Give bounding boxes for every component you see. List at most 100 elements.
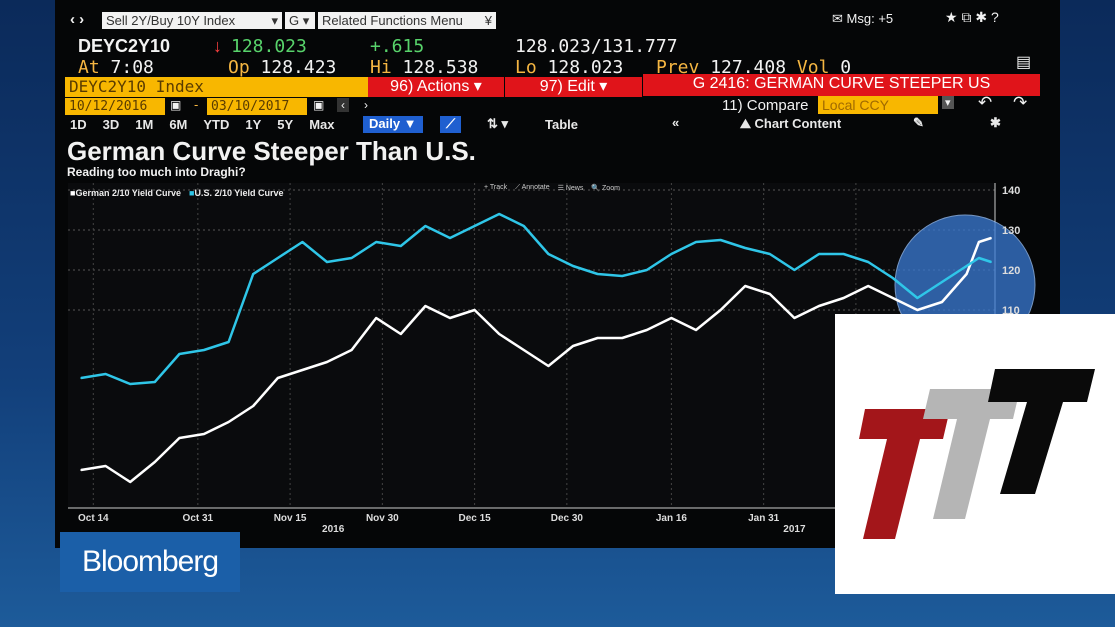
us-data-point [129,383,131,385]
table-button[interactable]: Table [545,117,578,132]
frequency-dropdown[interactable]: Daily ▼ [363,116,423,133]
window-icon[interactable]: ⧉ [961,9,972,25]
x-tick-label: Nov 15 [274,513,307,524]
help-icon[interactable]: ? [990,9,999,25]
next-range-button[interactable]: › [364,98,368,112]
german-data-point [596,337,599,339]
dropdown-icon: ▾ [271,13,278,28]
chart-name: G 2416: GERMAN CURVE STEEPER US [643,74,1040,96]
us-data-point [978,257,980,259]
chart-type-icon[interactable]: ⇅ ▾ [487,116,509,131]
period-tab-5y[interactable]: 5Y [277,117,294,132]
chart-content-button[interactable]: ⛰ Chart Content [740,116,841,132]
legend: ■German 2/10 Yield Curve ■U.S. 2/10 Yiel… [70,188,283,198]
german-data-point [400,333,402,335]
chart-subtitle: Reading too much into Draghi? [67,165,246,179]
period-tab-1y[interactable]: 1Y [245,117,262,132]
at-label: At [78,57,100,78]
legend-item-us[interactable]: ■U.S. 2/10 Yield Curve [189,188,283,198]
german-data-point [350,349,353,351]
us-data-point [252,273,254,275]
german-data-point [572,345,574,347]
us-data-point [498,213,501,215]
zoom-tool[interactable]: 🔍 Zoom [591,185,620,192]
german-data-point [719,309,722,311]
export-icon[interactable]: ▤ [1016,54,1032,71]
calendar-icon[interactable]: ▣ [313,98,325,112]
line-chart-icon[interactable]: ⟋ [440,116,462,133]
news-tool[interactable]: ☰ News [557,185,584,192]
messages-button[interactable]: ✉ Msg: +5 [832,11,893,27]
period-tab-3d[interactable]: 3D [102,117,120,132]
us-data-point [621,275,623,277]
german-data-point [129,481,131,483]
german-data-point [473,309,476,311]
y-tick-label: 140 [1002,185,1020,197]
german-data-point [621,337,623,339]
edit-icon[interactable]: ✎ [913,115,924,130]
period-tab-1d[interactable]: 1D [70,117,87,132]
ttt-logo [835,314,1115,594]
us-data-point [990,261,992,263]
x-tick-label: Jan 16 [656,513,688,524]
german-data-point [375,317,378,319]
german-data-point [154,461,156,463]
dropdown-icon[interactable]: ▾ [942,96,954,109]
prev-range-button[interactable]: ‹ [337,98,349,112]
period-tab-1m[interactable]: 1M [135,117,154,132]
gear-icon[interactable]: ✱ [975,9,988,25]
us-data-point [277,257,279,259]
settings-icon[interactable]: ✱ [990,115,1001,130]
us-data-point [301,241,304,243]
related-functions-menu[interactable]: Related Functions Menu ¥ [318,12,496,29]
german-data-point [80,469,82,471]
german-data-point [646,329,648,331]
us-data-point [695,241,697,243]
track-tool[interactable]: + Track [484,184,508,191]
legend-label-german: German 2/10 Yield Curve [75,188,181,198]
at-time: 7:08 [110,57,154,78]
german-data-point [916,309,919,311]
undo-icon[interactable]: ↶ [978,93,993,112]
currency-select[interactable]: Local CCY [818,96,938,114]
german-data-point [178,437,181,439]
collapse-button[interactable]: « [672,115,680,130]
year-label: 2017 [783,524,806,535]
us-data-point [818,253,820,255]
us-data-point [350,257,353,259]
german-data-point [818,305,820,307]
net-change: +.615 [370,36,425,57]
german-data-point [965,273,968,275]
us-data-point [793,269,796,271]
security-command-field[interactable]: DEYC2Y10 Index [65,77,368,97]
start-date-field[interactable]: 10/12/2016 [65,98,165,115]
end-date-field[interactable]: 03/10/2017 [207,98,307,115]
period-tab-ytd[interactable]: YTD [203,117,230,132]
g-field-text: G [289,13,300,28]
g-field[interactable]: G ▾ [285,12,315,29]
period-tab-max[interactable]: Max [309,117,335,132]
nav-back-forward[interactable]: ‹ › [70,11,85,28]
actions-menu[interactable]: 96) Actions ▾ [368,77,504,97]
year-label: 2016 [322,524,345,535]
redo-icon[interactable]: ↷ [1013,93,1028,112]
ticker: DEYC2Y10 [78,36,171,56]
legend-item-german[interactable]: ■German 2/10 Yield Curve [70,188,181,198]
star-icon[interactable]: ★ [945,9,958,25]
annotate-tool[interactable]: ⟋ Annotate [515,184,550,191]
german-data-point [769,293,771,295]
us-data-point [449,237,451,239]
security-field[interactable]: Sell 2Y/Buy 10Y Index ▾ [102,12,282,29]
period-tab-6m[interactable]: 6M [169,117,188,132]
german-data-point [978,241,980,243]
edit-menu[interactable]: 97) Edit ▾ [505,77,642,97]
us-data-point [572,265,574,267]
low-label: Lo [515,57,537,78]
us-data-point [375,241,378,243]
chart-title: German Curve Steeper Than U.S. [67,136,476,166]
calendar-icon[interactable]: ▣ [170,98,182,112]
us-data-point [104,373,107,375]
german-data-point [523,349,525,351]
us-data-point [596,273,599,275]
legend-swatch-us: ■ [189,188,195,198]
